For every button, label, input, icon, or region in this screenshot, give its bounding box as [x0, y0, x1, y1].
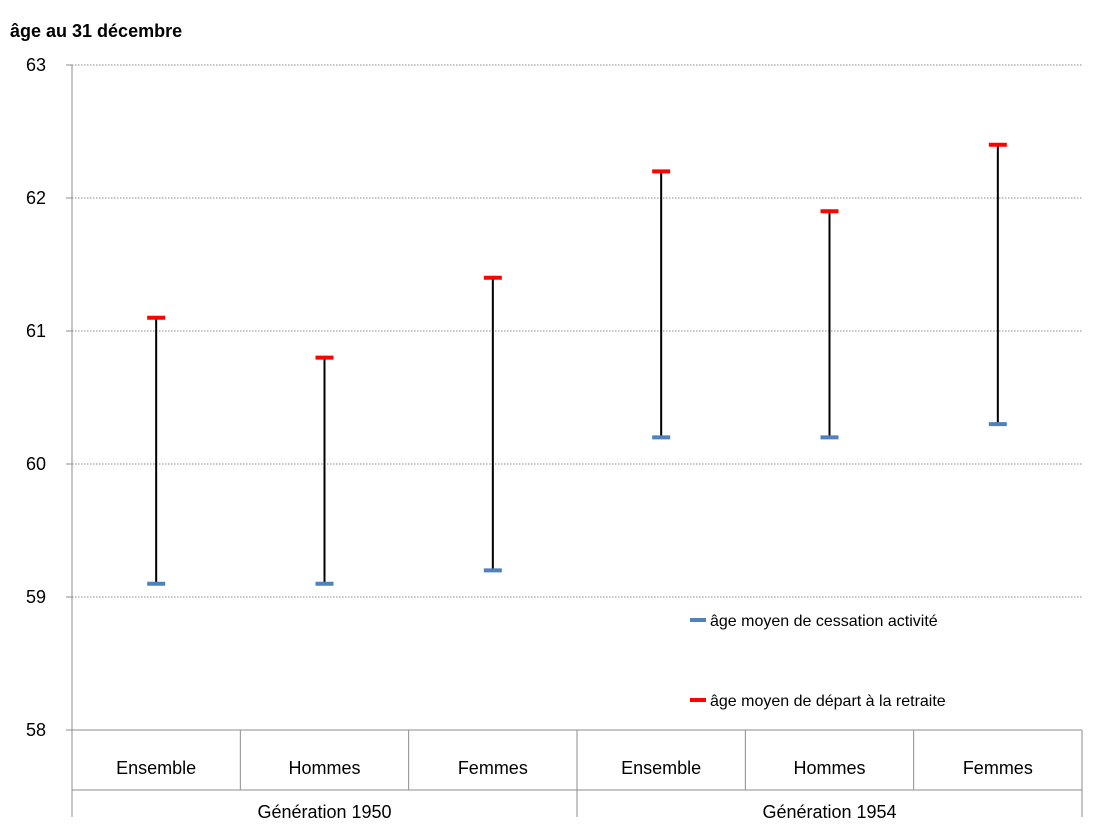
x-category-label: Hommes — [288, 758, 360, 778]
x-category-label: Ensemble — [621, 758, 701, 778]
x-category-label: Ensemble — [116, 758, 196, 778]
y-tick-label: 62 — [26, 188, 46, 208]
y-tick-label: 63 — [26, 55, 46, 75]
x-category-label: Femmes — [458, 758, 528, 778]
y-tick-label: 60 — [26, 454, 46, 474]
x-group-label: Génération 1954 — [762, 802, 896, 822]
chart-marks — [147, 142, 1007, 586]
y-tick-labels: 58 59 60 61 62 63 — [26, 55, 46, 740]
legend: âge moyen de cessation activité âge moye… — [690, 613, 946, 710]
y-tick-label: 61 — [26, 321, 46, 341]
x-category-label: Hommes — [793, 758, 865, 778]
x-category-label: Femmes — [963, 758, 1033, 778]
axes — [71, 65, 1083, 817]
gridlines — [66, 64, 1082, 731]
x-group-label: Génération 1950 — [257, 802, 391, 822]
x-category-labels: Ensemble Hommes Femmes Ensemble Hommes Femmes… — [116, 758, 1033, 822]
legend-label-retraite: âge moyen de départ à la retraite — [710, 693, 946, 710]
y-tick-label: 58 — [26, 720, 46, 740]
y-tick-label: 59 — [26, 587, 46, 607]
legend-label-cessation: âge moyen de cessation activité — [710, 613, 938, 630]
y-axis-title: âge au 31 décembre — [10, 21, 182, 41]
